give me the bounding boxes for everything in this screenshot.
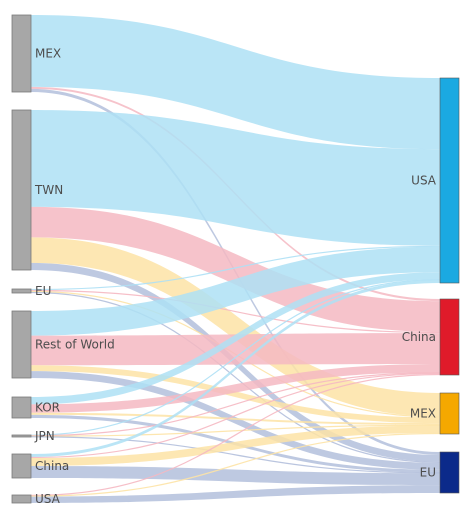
source-node-China_src[interactable] <box>11 453 32 479</box>
flow-China_src-to-USA_tgt[interactable] <box>31 279 440 457</box>
source-label-JPN: JPN <box>34 429 55 443</box>
flow-USA_src-to-MEX_tgt[interactable] <box>30 432 441 497</box>
flow-JPN-to-MEX_tgt[interactable] <box>30 424 441 437</box>
flow-China_src-to-MEX_tgt[interactable] <box>31 425 440 466</box>
source-node-KOR[interactable] <box>11 396 32 419</box>
source-node-ROW[interactable] <box>11 310 32 379</box>
source-node-EU_src[interactable] <box>11 288 32 294</box>
source-label-EU_src: EU <box>35 284 51 298</box>
flow-USA_src-to-EU_tgt[interactable] <box>31 485 440 503</box>
target-label-USA_tgt: USA <box>411 174 437 188</box>
flow-EU_src-to-China_tgt[interactable] <box>30 289 441 334</box>
flow-KOR-to-China_tgt[interactable] <box>31 364 440 413</box>
flow-USA_src-to-China_tgt[interactable] <box>30 373 441 496</box>
flow-ROW-to-MEX_tgt[interactable] <box>31 365 440 424</box>
flow-JPN-to-China_tgt[interactable] <box>30 372 441 437</box>
target-node-MEX_tgt[interactable] <box>439 392 460 435</box>
links-layer <box>30 15 441 503</box>
source-label-ROW: Rest of World <box>35 338 115 352</box>
target-label-China_tgt: China <box>402 330 436 344</box>
flow-EU_src-to-EU_tgt[interactable] <box>30 291 441 463</box>
source-label-China_src: China <box>35 459 69 473</box>
target-node-EU_tgt[interactable] <box>439 451 460 494</box>
source-node-TWN[interactable] <box>11 109 32 271</box>
flow-MEX-to-USA_tgt[interactable] <box>31 15 440 150</box>
flow-EU_src-to-USA_tgt[interactable] <box>30 245 441 291</box>
source-label-MEX: MEX <box>35 47 61 61</box>
flow-China_src-to-EU_tgt[interactable] <box>31 466 440 486</box>
flow-ROW-to-China_tgt[interactable] <box>31 333 440 366</box>
flow-China_src-to-China_tgt[interactable] <box>30 372 441 459</box>
target-label-MEX_tgt: MEX <box>410 407 436 421</box>
source-node-MEX[interactable] <box>11 14 32 93</box>
source-label-USA_src: USA <box>35 492 61 506</box>
target-node-China_tgt[interactable] <box>439 298 460 376</box>
source-label-KOR: KOR <box>35 401 60 415</box>
target-label-EU_tgt: EU <box>420 466 436 480</box>
flow-TWN-to-MEX_tgt[interactable] <box>31 237 440 417</box>
source-node-JPN[interactable] <box>11 434 32 438</box>
flow-JPN-to-EU_tgt[interactable] <box>30 436 441 474</box>
source-label-TWN: TWN <box>34 183 63 197</box>
source-node-USA_src[interactable] <box>11 494 32 504</box>
flow-KOR-to-USA_tgt[interactable] <box>31 272 440 405</box>
flow-ROW-to-USA_tgt[interactable] <box>31 246 440 336</box>
labels-layer: MEX TWN EU Rest of World KOR JPN China USA USA Ch… <box>34 47 437 507</box>
flow-ROW-to-EU_tgt[interactable] <box>31 371 440 470</box>
flow-TWN-to-USA_tgt[interactable] <box>31 110 440 246</box>
nodes-layer <box>11 14 460 504</box>
flow-KOR-to-MEX_tgt[interactable] <box>31 412 440 425</box>
target-node-USA_tgt[interactable] <box>439 77 460 284</box>
flow-JPN-to-USA_tgt[interactable] <box>30 279 441 436</box>
